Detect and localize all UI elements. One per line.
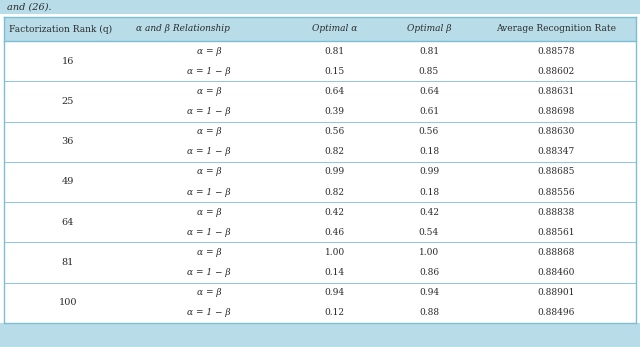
Text: 0.99: 0.99 <box>419 168 439 176</box>
Text: 81: 81 <box>61 258 74 267</box>
Text: Optimal α: Optimal α <box>312 25 357 34</box>
Bar <box>4 17 636 323</box>
Text: 0.88838: 0.88838 <box>538 208 575 217</box>
Text: 0.94: 0.94 <box>419 288 439 297</box>
Text: 0.54: 0.54 <box>419 228 439 237</box>
Text: 64: 64 <box>61 218 74 227</box>
Bar <box>0 323 640 347</box>
Text: 0.99: 0.99 <box>324 168 344 176</box>
Bar <box>4 17 636 41</box>
Text: 0.12: 0.12 <box>324 308 344 318</box>
Text: α = β: α = β <box>197 127 221 136</box>
Text: α and β Relationship: α and β Relationship <box>136 25 230 34</box>
Text: 0.88901: 0.88901 <box>538 288 575 297</box>
Text: 0.88460: 0.88460 <box>538 268 575 277</box>
Text: 0.82: 0.82 <box>324 188 344 196</box>
Text: α = β: α = β <box>197 208 221 217</box>
Text: α = β: α = β <box>197 168 221 176</box>
Text: 0.88631: 0.88631 <box>538 87 575 96</box>
Text: 0.64: 0.64 <box>324 87 344 96</box>
Text: α = 1 − β: α = 1 − β <box>188 107 231 116</box>
Text: 1.00: 1.00 <box>324 248 344 257</box>
Text: 0.61: 0.61 <box>419 107 439 116</box>
Text: 0.18: 0.18 <box>419 188 439 196</box>
Bar <box>0 0 640 14</box>
Text: 0.85: 0.85 <box>419 67 439 76</box>
Text: 0.88561: 0.88561 <box>538 228 575 237</box>
Text: 0.88: 0.88 <box>419 308 439 318</box>
Text: 49: 49 <box>61 178 74 186</box>
Text: Factorization Rank (q): Factorization Rank (q) <box>9 24 112 34</box>
Text: α = β: α = β <box>197 248 221 257</box>
Text: and (26).: and (26). <box>7 2 52 11</box>
Text: 0.14: 0.14 <box>324 268 344 277</box>
Text: 0.46: 0.46 <box>324 228 344 237</box>
Text: 36: 36 <box>61 137 74 146</box>
Text: 0.88496: 0.88496 <box>538 308 575 318</box>
Text: 25: 25 <box>61 97 74 106</box>
Text: α = 1 − β: α = 1 − β <box>188 268 231 277</box>
Text: α = β: α = β <box>197 46 221 56</box>
Text: α = 1 − β: α = 1 − β <box>188 228 231 237</box>
Text: 0.86: 0.86 <box>419 268 439 277</box>
Text: 16: 16 <box>61 57 74 66</box>
Text: 0.82: 0.82 <box>324 147 344 156</box>
Text: 0.88685: 0.88685 <box>538 168 575 176</box>
Text: α = β: α = β <box>197 87 221 96</box>
Text: 0.56: 0.56 <box>419 127 439 136</box>
Text: 0.88602: 0.88602 <box>538 67 575 76</box>
Text: 0.88578: 0.88578 <box>538 46 575 56</box>
Text: 0.88630: 0.88630 <box>538 127 575 136</box>
Text: α = β: α = β <box>197 288 221 297</box>
Text: α = 1 − β: α = 1 − β <box>188 67 231 76</box>
Text: Average Recognition Rate: Average Recognition Rate <box>496 25 616 34</box>
Text: 100: 100 <box>58 298 77 307</box>
Text: 0.39: 0.39 <box>324 107 344 116</box>
Text: 1.00: 1.00 <box>419 248 439 257</box>
Text: 0.42: 0.42 <box>324 208 344 217</box>
Text: α = 1 − β: α = 1 − β <box>188 308 231 318</box>
Text: Optimal β: Optimal β <box>406 25 451 34</box>
Text: 0.56: 0.56 <box>324 127 345 136</box>
Text: 0.42: 0.42 <box>419 208 439 217</box>
Text: 0.94: 0.94 <box>324 288 344 297</box>
Text: 0.64: 0.64 <box>419 87 439 96</box>
Text: α = 1 − β: α = 1 − β <box>188 147 231 156</box>
Text: α = 1 − β: α = 1 − β <box>188 188 231 196</box>
Text: 0.88347: 0.88347 <box>538 147 575 156</box>
Text: 0.15: 0.15 <box>324 67 345 76</box>
Text: 0.88698: 0.88698 <box>538 107 575 116</box>
Text: 0.18: 0.18 <box>419 147 439 156</box>
Text: 0.81: 0.81 <box>324 46 344 56</box>
Text: 0.88556: 0.88556 <box>537 188 575 196</box>
Text: 0.88868: 0.88868 <box>538 248 575 257</box>
Text: 0.81: 0.81 <box>419 46 439 56</box>
